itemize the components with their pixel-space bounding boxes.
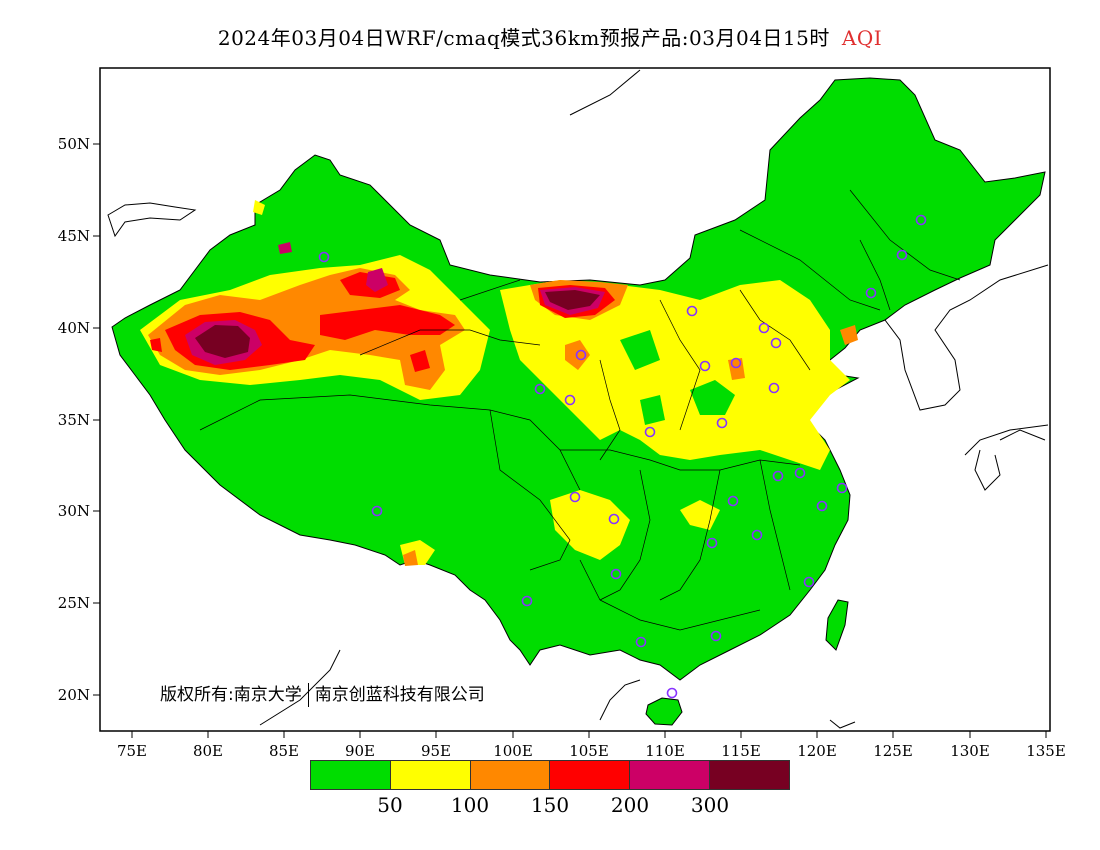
lat-tick-label: 20N <box>58 686 90 704</box>
aqi-level-hazardous <box>195 290 600 358</box>
map-content <box>107 69 1049 729</box>
station-markers <box>318 214 927 699</box>
lon-tick-label: 110E <box>645 742 685 760</box>
lat-tick-label: 40N <box>58 319 90 337</box>
lon-tick-labels: 75E 80E 85E 90E 95E 100E 105E 110E 115E … <box>117 742 1066 760</box>
lon-axis <box>131 731 1047 738</box>
title-text: 2024年03月04日WRF/cmaq模式36km预报产品:03月04日15时 <box>217 26 830 50</box>
lon-tick-label: 135E <box>1026 742 1066 760</box>
province-boundaries <box>199 189 961 631</box>
colorbar-swatch-3 <box>550 761 631 789</box>
lat-tick-label: 50N <box>58 135 90 153</box>
map-title: 2024年03月04日WRF/cmaq模式36km预报产品:03月04日15时 A… <box>0 22 1100 51</box>
lon-tick-label: 115E <box>721 742 761 760</box>
colorbar-label: 100 <box>450 793 490 817</box>
lat-tick-label: 25N <box>58 594 90 612</box>
lon-tick-label: 130E <box>950 742 990 760</box>
lon-tick-label: 85E <box>269 742 299 760</box>
colorbar-swatch-2 <box>470 761 551 789</box>
colorbar-label: 200 <box>610 793 650 817</box>
lon-tick-label: 120E <box>797 742 837 760</box>
aqi-colorbar <box>310 760 790 790</box>
lat-tick-label: 35N <box>58 411 90 429</box>
colorbar-swatch-4 <box>630 761 711 789</box>
variable-label: AQI <box>841 26 883 50</box>
colorbar-label: 150 <box>530 793 570 817</box>
lon-tick-label: 105E <box>569 742 609 760</box>
lon-tick-label: 75E <box>117 742 147 760</box>
lat-axis <box>93 143 100 696</box>
lon-tick-label: 80E <box>193 742 223 760</box>
copyright-company: 南京创蓝科技有限公司 <box>314 685 485 705</box>
lon-tick-label: 125E <box>873 742 913 760</box>
colorbar-swatch-5 <box>710 761 789 789</box>
aqi-good-patches <box>620 330 735 425</box>
neighbor-outlines <box>107 69 1049 729</box>
colorbar-swatch-1 <box>390 761 471 789</box>
lon-tick-label: 100E <box>493 742 533 760</box>
copyright-notice: 版权所有:南京大学 南京创蓝科技有限公司 <box>160 680 485 707</box>
lon-tick-label: 95E <box>421 742 451 760</box>
lat-tick-label: 45N <box>58 227 90 245</box>
copyright-owner: 版权所有:南京大学 <box>160 685 302 705</box>
hainan-island <box>645 697 683 726</box>
lat-tick-label: 30N <box>58 502 90 520</box>
copyright-separator <box>307 683 309 707</box>
taiwan-island <box>825 599 849 651</box>
lat-tick-labels: 50N 45N 40N 35N 30N 25N 20N <box>58 135 90 704</box>
lon-tick-label: 90E <box>345 742 375 760</box>
colorbar-swatch-0 <box>311 761 391 789</box>
colorbar-label: 300 <box>690 793 730 817</box>
colorbar-label: 50 <box>377 793 403 817</box>
map-frame <box>99 67 1051 732</box>
